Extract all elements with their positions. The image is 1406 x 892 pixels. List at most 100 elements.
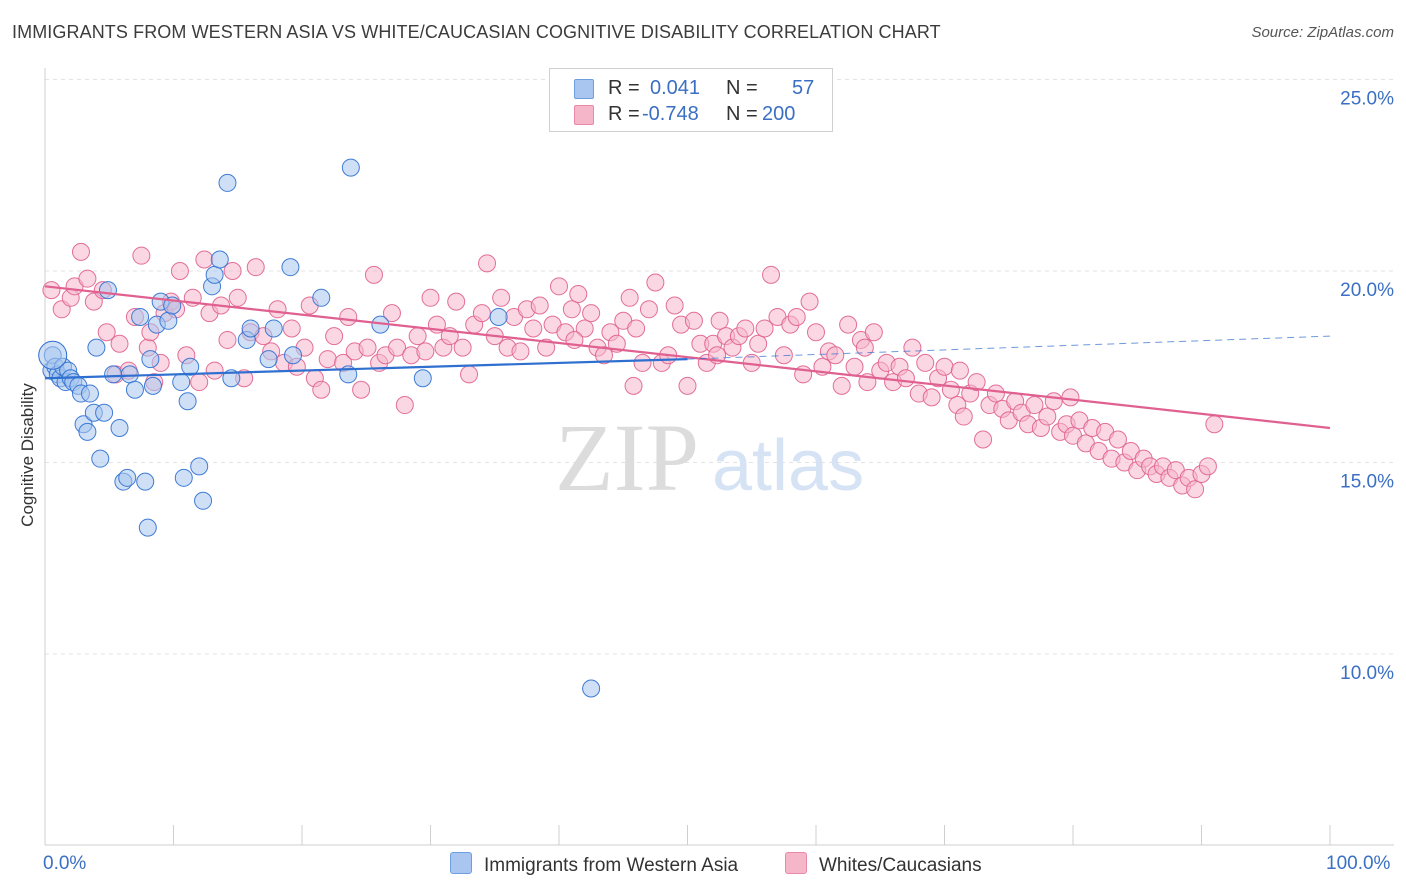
western-asia-point (218, 173, 237, 192)
legend-n-label: N = (726, 103, 758, 125)
whites-point (935, 357, 954, 376)
whites-point (916, 353, 935, 372)
western-asia-point (95, 403, 114, 422)
whites-point (190, 373, 209, 392)
whites-point (472, 304, 491, 323)
whites-point (684, 311, 703, 330)
western-asia-point (143, 376, 162, 395)
whites-point (1061, 388, 1080, 407)
whites-point (633, 353, 652, 372)
whites-point (986, 384, 1005, 403)
western-asia-point (136, 472, 155, 491)
whites-point (755, 319, 774, 338)
western-asia-point (241, 319, 260, 338)
western-asia-point (159, 311, 178, 330)
whites-point (710, 311, 729, 330)
legend-label: Immigrants from Western Asia (484, 855, 739, 876)
whites-point (382, 304, 401, 323)
western-asia-point (110, 419, 129, 438)
whites-point (524, 319, 543, 338)
x-tick-label-max: 100.0% (1326, 853, 1391, 874)
western-asia-point (489, 307, 508, 326)
whites-point (195, 250, 214, 269)
western-asia-point (172, 373, 191, 392)
western-asia-point (78, 422, 97, 441)
whites-point (205, 361, 224, 380)
whites-point (339, 307, 358, 326)
chart-title: IMMIGRANTS FROM WESTERN ASIA VS WHITE/CA… (12, 22, 941, 42)
legend-item-western-asia: Immigrants from Western Asia (450, 852, 738, 877)
whites-point (170, 262, 189, 280)
western-asia-point (91, 449, 110, 468)
whites-point (282, 319, 301, 338)
western-asia-point (312, 288, 331, 307)
whites-point (246, 258, 265, 277)
whites-point (530, 296, 549, 315)
whites-point (762, 265, 781, 284)
whites-point (639, 300, 658, 319)
western-asia-point (190, 457, 209, 476)
whites-point (950, 361, 969, 380)
whites-point (594, 346, 613, 365)
western-asia-point (284, 346, 303, 365)
whites-point (845, 357, 864, 376)
whites-point (967, 373, 986, 392)
y-tick-label: 15.0% (1340, 472, 1394, 493)
whites-point (71, 242, 90, 261)
whites-point (97, 323, 116, 342)
whites-point (228, 288, 247, 307)
whites-point (318, 350, 337, 369)
western-asia-point (104, 365, 123, 384)
western-asia-point (120, 365, 139, 384)
legend-r-label: R = (608, 103, 640, 125)
whites-point (807, 323, 825, 342)
whites-point (42, 281, 61, 300)
western-asia-point (582, 679, 601, 698)
whites-point (1108, 430, 1127, 449)
western-asia-point (118, 468, 137, 487)
whites-point (460, 365, 479, 384)
watermark-atlas: atlas (712, 426, 864, 506)
whites-point (974, 430, 993, 449)
whites-point (1038, 407, 1057, 426)
whites-point (620, 288, 639, 307)
whites-point (1205, 415, 1224, 434)
whites-point (421, 288, 440, 307)
whites-point (678, 376, 697, 395)
legend-n-value: 57 (792, 77, 815, 99)
whites-point (839, 315, 858, 334)
whites-point (408, 327, 427, 346)
whites-point (864, 323, 883, 342)
whites-point (453, 338, 472, 357)
whites-point (800, 292, 819, 311)
source-label: Source: ZipAtlas.com (1251, 24, 1394, 41)
western-asia-point (210, 250, 229, 269)
whites-point (78, 269, 97, 288)
watermark-zip: ZIP (555, 404, 699, 511)
whites-point (787, 307, 806, 326)
whites-point (569, 284, 588, 303)
whites-point (941, 380, 960, 399)
whites-point (896, 369, 915, 388)
legend-r-value: -0.748 (642, 103, 699, 125)
western-asia-point (222, 369, 241, 388)
legend-swatch-blue (574, 79, 594, 99)
whites-point (954, 407, 973, 426)
whites-point (492, 288, 511, 307)
legend-swatch-pink (574, 105, 594, 125)
whites-point (575, 319, 594, 338)
western-asia-point (181, 357, 200, 376)
western-asia-point (281, 258, 300, 277)
western-asia-point (341, 158, 360, 177)
western-asia-trend-line (44, 357, 688, 380)
western-asia-point (87, 338, 106, 357)
western-asia-point (138, 518, 157, 537)
whites-point (537, 338, 556, 357)
whites-point (447, 292, 466, 311)
series-western-asia-points (38, 158, 601, 698)
western-asia-point (38, 340, 68, 370)
x-tick-label-min: 0.0% (43, 853, 87, 874)
whites-point (478, 254, 497, 273)
whites-point (358, 338, 377, 357)
y-tick-label: 20.0% (1340, 280, 1394, 301)
